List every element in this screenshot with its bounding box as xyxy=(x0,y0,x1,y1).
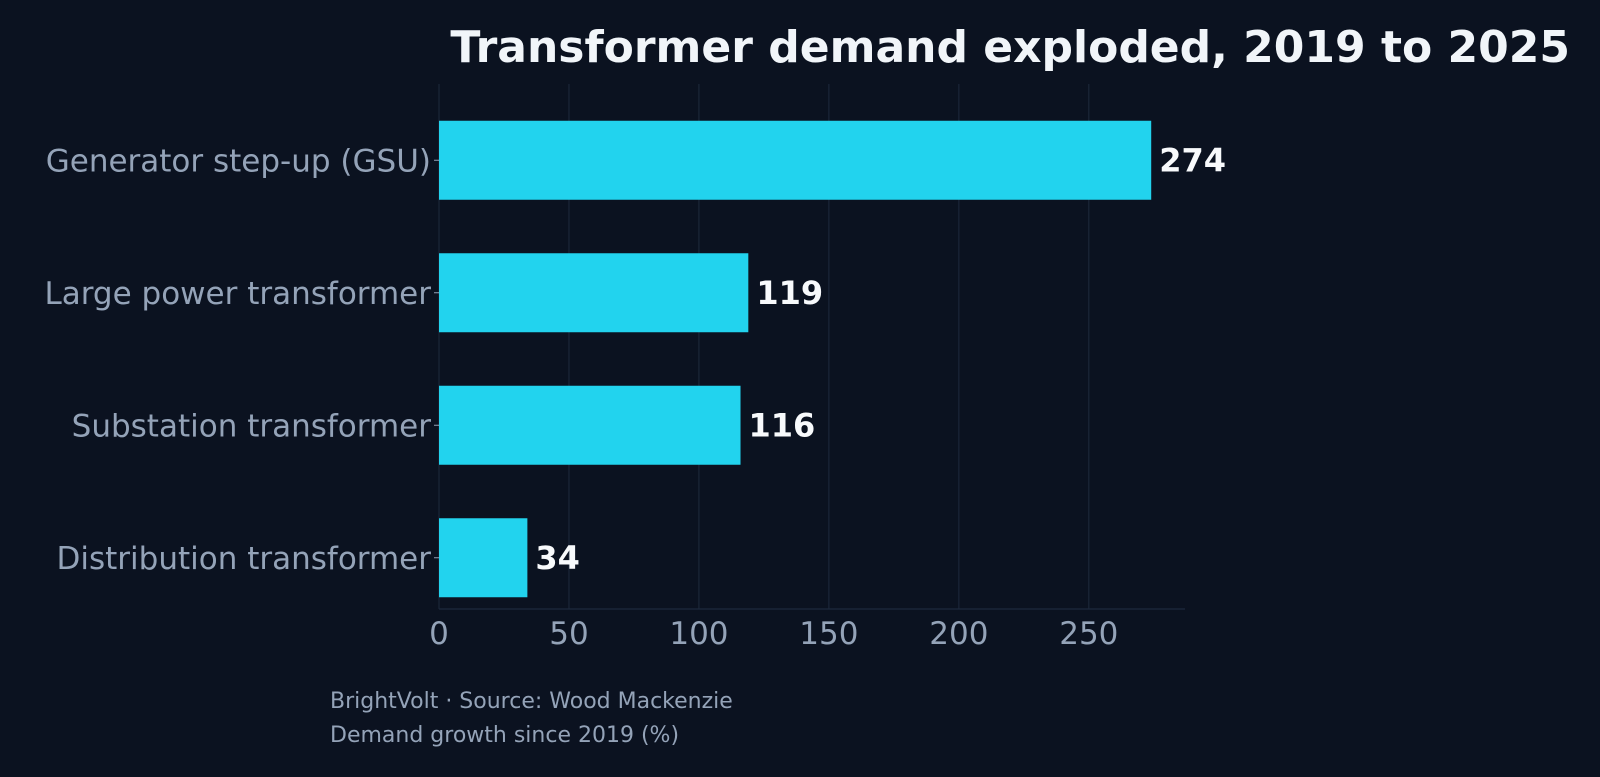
x-tick-label-0: 0 xyxy=(429,616,449,652)
bar-2 xyxy=(439,385,741,465)
x-tick-label-250: 250 xyxy=(1059,616,1118,652)
source-credit: BrightVolt · Source: Wood Mackenzie xyxy=(330,689,733,714)
x-tick-label-100: 100 xyxy=(669,616,728,652)
category-label-1: Large power transformer xyxy=(44,276,431,312)
bars xyxy=(439,120,1152,598)
chart-title: Transformer demand exploded, 2019 to 202… xyxy=(450,22,1570,73)
value-label-3: 34 xyxy=(535,539,580,577)
category-label-0: Generator step-up (GSU) xyxy=(46,143,431,179)
x-tick-label-150: 150 xyxy=(799,616,858,652)
category-label-2: Substation transformer xyxy=(72,408,432,444)
value-label-1: 119 xyxy=(756,274,823,312)
bar-1 xyxy=(439,253,749,333)
bar-3 xyxy=(439,518,528,598)
bar-0 xyxy=(439,120,1152,200)
value-labels: 274 119 116 34 xyxy=(535,141,1226,577)
x-tick-label-50: 50 xyxy=(549,616,588,652)
category-labels: Generator step-up (GSU) Large power trans… xyxy=(44,143,439,577)
units-note: Demand growth since 2019 (%) xyxy=(330,723,680,748)
value-label-0: 274 xyxy=(1159,141,1226,179)
x-axis: 0 50 100 150 200 250 xyxy=(429,608,1185,652)
x-tick-label-200: 200 xyxy=(929,616,988,652)
category-label-3: Distribution transformer xyxy=(57,541,432,577)
value-label-2: 116 xyxy=(749,406,816,444)
